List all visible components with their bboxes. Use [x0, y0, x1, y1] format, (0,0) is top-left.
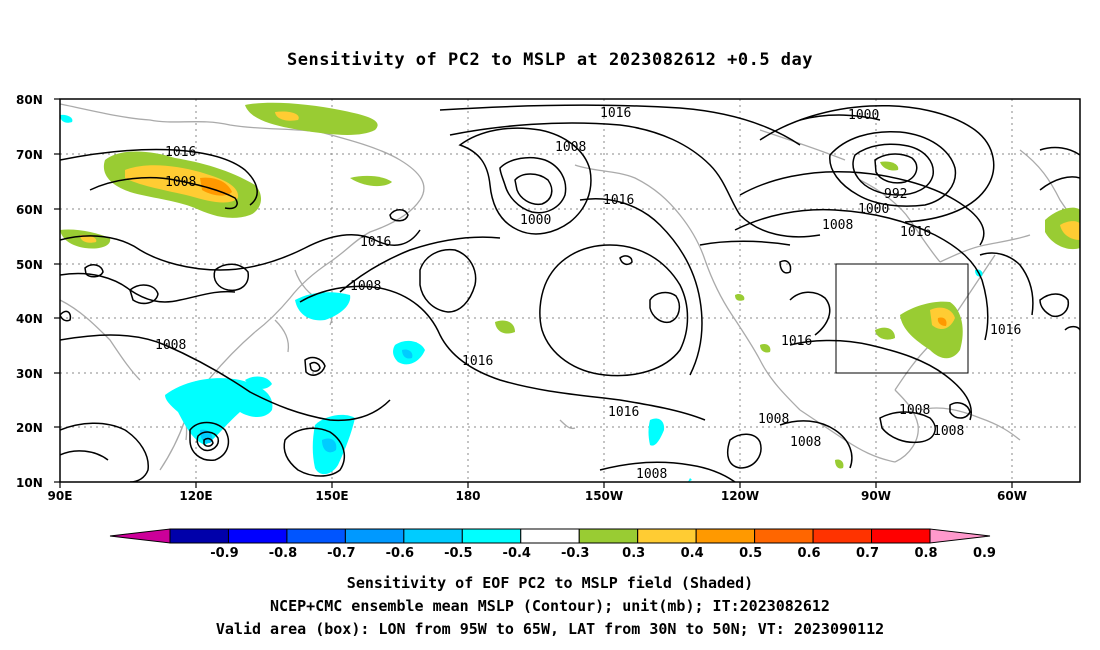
colorbar-box [695, 528, 756, 544]
colorbar-label: 0.7 [856, 546, 879, 561]
contour-label: 1016 [462, 354, 493, 369]
lat-label: 50N [16, 258, 43, 272]
colorbar-label: -0.9 [210, 546, 238, 561]
contour-label: 1016 [603, 193, 634, 208]
contour-label: 992 [884, 187, 907, 202]
colorbar-label: -0.7 [327, 546, 355, 561]
latitude-labels: 80N 70N 60N 50N 40N 30N 20N 10N [16, 93, 43, 490]
colorbar-box [344, 528, 405, 544]
axis-ticks [54, 98, 1013, 488]
map-frame [59, 98, 1081, 483]
contour-label: 1000 [520, 213, 551, 228]
lat-label: 80N [16, 93, 43, 107]
contour-label: 1008 [899, 403, 930, 418]
colorbar-box [227, 528, 288, 544]
contour-label: 1016 [360, 235, 391, 250]
colorbar-box [403, 528, 463, 544]
contour-label: 1016 [781, 334, 812, 349]
contour-label: 1000 [848, 108, 879, 123]
contour-label: 1008 [555, 140, 586, 155]
contour-labels: 1016 1008 1016 1008 1008 1016 1008 1000 … [155, 106, 1021, 482]
colorbar-box [169, 528, 229, 544]
colorbar-left-arrow [109, 528, 171, 544]
mslp-contours [60, 104, 1080, 482]
contour-label: 1016 [165, 145, 196, 160]
colorbar-box [871, 528, 931, 544]
colorbar-label: 0.4 [681, 546, 704, 561]
contour-label: 1016 [600, 106, 631, 121]
colorbar-label: -0.5 [444, 546, 472, 561]
colorbar-box [812, 528, 873, 544]
lon-label: 60W [997, 489, 1027, 503]
contour-label: 1008 [165, 175, 196, 190]
lon-label: 120W [721, 489, 759, 503]
colorbar-label: -0.4 [503, 546, 531, 561]
colorbar-box [637, 528, 697, 544]
contour-label: 1008 [790, 435, 821, 450]
colorbar-label: 0.6 [798, 546, 821, 561]
caption-valid-area: Valid area (box): LON from 95W to 65W, L… [215, 620, 885, 638]
contour-label: 1008 [155, 338, 186, 353]
colorbar-right-arrow [929, 528, 991, 544]
colorbar-box [520, 528, 580, 544]
positive-sensitivity-shading [60, 102, 1080, 469]
lon-label: 90E [48, 489, 73, 503]
colorbar-label: -0.3 [561, 546, 589, 561]
colorbar-box [461, 528, 522, 544]
contour-label: 1008 [636, 467, 667, 482]
colorbar-box [286, 528, 346, 544]
colorbar-label: 0.9 [973, 546, 996, 561]
contour-label: 1008 [350, 279, 381, 294]
lon-label: 150E [315, 489, 348, 503]
lat-label: 70N [16, 148, 43, 162]
chart-title: Sensitivity of PC2 to MSLP at 2023082612… [286, 50, 813, 70]
lon-label: 90W [861, 489, 891, 503]
lon-label: 120E [179, 489, 212, 503]
lon-label: 150W [585, 489, 623, 503]
caption-contour: NCEP+CMC ensemble mean MSLP (Contour); u… [270, 597, 830, 615]
contour-label: 1008 [758, 412, 789, 427]
lat-label: 40N [16, 312, 43, 326]
colorbar-label: 0.8 [914, 546, 937, 561]
colorbar-label: 0.3 [622, 546, 645, 561]
caption-shaded: Sensitivity of EOF PC2 to MSLP field (Sh… [346, 574, 754, 592]
contour-label: 1000 [858, 202, 889, 217]
colorbar: -0.9 -0.8 -0.7 -0.6 -0.5 -0.4 -0.3 0.3 0.4 0.5 0.6… [109, 528, 996, 561]
contour-label: 1016 [900, 225, 931, 240]
colorbar-box [754, 528, 814, 544]
colorbar-box [578, 528, 639, 544]
lat-label: 60N [16, 203, 43, 217]
lat-label: 30N [16, 367, 43, 381]
lon-label: 180 [455, 489, 480, 503]
colorbar-label: -0.8 [269, 546, 297, 561]
contour-label: 1016 [608, 405, 639, 420]
valid-area-box [835, 263, 969, 374]
lat-label: 20N [16, 421, 43, 435]
contour-label: 1008 [822, 218, 853, 233]
lat-label: 10N [16, 476, 43, 490]
contour-label: 1008 [933, 424, 964, 439]
colorbar-label: 0.5 [739, 546, 762, 561]
colorbar-label: -0.6 [386, 546, 414, 561]
longitude-labels: 90E 120E 150E 180 150W 120W 90W 60W [48, 489, 1027, 503]
contour-label: 1016 [990, 323, 1021, 338]
